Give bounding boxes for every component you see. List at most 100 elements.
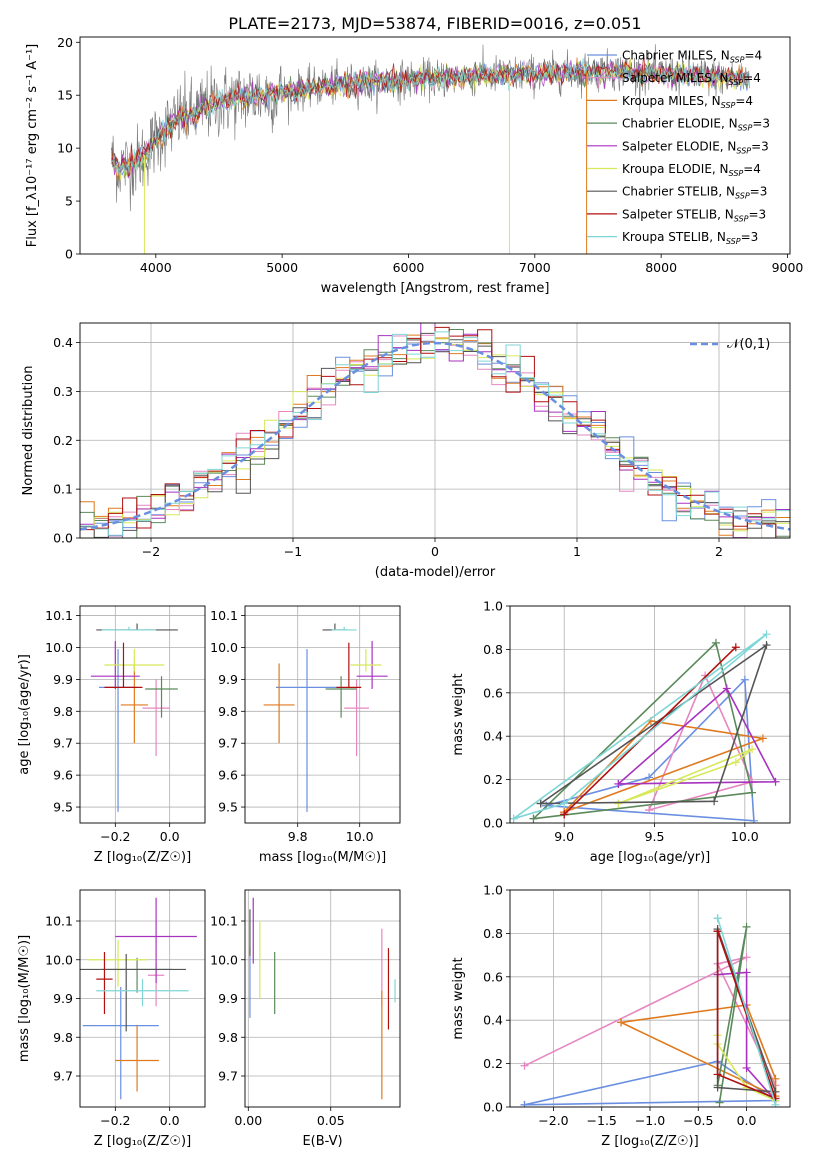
errorbar-point <box>96 952 113 1014</box>
y-axis-label: mass weight <box>451 673 466 755</box>
y-tick-label: 10.1 <box>45 914 73 929</box>
x-axis-label: Z [log₁₀(Z/Z☉)] <box>94 1134 191 1149</box>
x-axis-label: mass [log₁₀(M/M☉)] <box>259 850 386 865</box>
legend-nssp: =4 <box>743 71 761 85</box>
x-tick-label: 5000 <box>266 260 298 275</box>
x-tick-label: 8000 <box>645 260 677 275</box>
x-tick-label: 4000 <box>140 260 172 275</box>
weight-series-line <box>532 641 754 820</box>
y-tick-label: 9.7 <box>218 1069 238 1084</box>
weight-marker <box>740 675 749 684</box>
y-tick-label: 0.6 <box>483 685 503 700</box>
legend-nssp: =3 <box>750 185 768 199</box>
x-tick-label: −2.0 <box>538 1113 568 1128</box>
plot-area <box>520 914 780 1107</box>
legend-entry: Chabrier ELODIE, NSSP=3 <box>622 117 770 133</box>
x-axis-label: Z [log₁₀(Z/Z☉)] <box>601 1134 698 1149</box>
x-tick-label: 0.00 <box>234 1113 262 1128</box>
plot-frame <box>509 605 791 824</box>
errorbar-point <box>88 940 148 987</box>
legend-subscript: SSP <box>730 56 745 65</box>
y-tick-label: 9.6 <box>53 768 73 783</box>
legend-entry: Chabrier STELIB, NSSP=3 <box>622 185 767 201</box>
x-tick-label: 2 <box>715 544 723 559</box>
legend-entry: 𝒩(0,1) <box>727 337 770 352</box>
weight-marker <box>713 1083 722 1092</box>
spectrum-model <box>111 54 749 177</box>
y-tick-label: 10.0 <box>45 640 73 655</box>
legend-nssp: =4 <box>743 162 761 176</box>
y-tick-label: 9.7 <box>218 736 238 751</box>
errorbar-point <box>336 642 362 688</box>
y-tick-label: 0.0 <box>53 531 73 546</box>
legend-entry: Kroupa STELIB, NSSP=3 <box>622 230 758 246</box>
y-tick-label: 9.6 <box>218 768 238 783</box>
weight-marker <box>771 1074 780 1083</box>
y-tick-label: 9.7 <box>53 736 73 751</box>
y-tick-label: 15 <box>57 88 73 103</box>
weight-marker <box>645 805 654 814</box>
x-axis-label: wavelength [Angstrom, rest frame] <box>321 281 550 296</box>
plot-frame <box>79 36 791 255</box>
errorbar-point <box>344 679 369 756</box>
plot-frame <box>79 605 206 824</box>
weight-marker <box>520 1061 529 1070</box>
plot-mass-vs-EBV: 0.00 0.05 9.7 9.8 9.9 10.0 10.1 E(B-V) <box>210 889 401 1149</box>
weight-marker <box>711 638 720 647</box>
legend-nssp: =3 <box>752 117 770 131</box>
errorbar-point <box>115 897 197 983</box>
weight-marker <box>722 684 731 693</box>
errorbar-point <box>145 676 178 718</box>
legend-subscript: SSP <box>729 169 744 178</box>
plot-weight-vs-age: 9.0 9.5 10.0 0.0 0.2 0.4 0.6 0.8 1.0 age [log₁₀(a… <box>451 599 791 865</box>
x-tick-label: 9.0 <box>554 829 574 844</box>
y-axis-label: Flux [f_λ10⁻¹⁷ erg cm⁻² s⁻¹ A⁻¹] <box>25 44 40 248</box>
legend-subscript: SSP <box>721 101 736 110</box>
plot-spectrum: 4000 5000 6000 7000 8000 9000 0 5 10 15 20 waveleng… <box>25 35 803 296</box>
weight-marker <box>742 1063 751 1072</box>
y-tick-label: 0.4 <box>483 1013 503 1028</box>
plot-residuals: −2 −1 0 1 2 0.0 0.1 0.2 0.3 0.4 (data-model)/error… <box>21 322 791 580</box>
weight-marker <box>713 1070 722 1079</box>
errorbar-point <box>96 623 178 631</box>
weight-marker <box>715 1098 724 1107</box>
plot-area <box>111 44 750 254</box>
errorbar-point <box>101 626 157 631</box>
x-tick-label: −1.0 <box>635 1113 665 1128</box>
weight-marker <box>742 922 751 931</box>
y-tick-label: 10.1 <box>210 608 238 623</box>
y-tick-label: 9.9 <box>218 672 238 687</box>
legend-nssp: =3 <box>751 139 769 153</box>
legend-nssp: =3 <box>748 207 766 221</box>
x-tick-label: −1 <box>284 544 302 559</box>
y-tick-label: 10.0 <box>210 640 238 655</box>
errorbar-point <box>80 953 186 1032</box>
y-tick-label: 9.5 <box>218 800 238 815</box>
weight-marker <box>713 927 722 936</box>
legend-entry: Kroupa MILES, NSSP=4 <box>622 94 753 110</box>
x-axis-label: (data-model)/error <box>375 565 496 580</box>
normal-curve <box>80 341 790 531</box>
weight-marker <box>731 643 740 652</box>
y-tick-label: 0.8 <box>483 642 503 657</box>
errorbar-point <box>104 649 165 672</box>
y-tick-label: 0.0 <box>483 816 503 831</box>
legend-nssp: =4 <box>744 49 762 63</box>
errorbar-point <box>82 986 159 1100</box>
x-tick-label: 10.0 <box>731 829 759 844</box>
errorbar-point <box>142 679 170 756</box>
y-tick-label: 9.9 <box>53 991 73 1006</box>
y-tick-label: 9.5 <box>53 800 73 815</box>
y-tick-label: 0.2 <box>483 1056 503 1071</box>
weight-marker <box>713 914 722 923</box>
weight-series-line <box>617 687 777 785</box>
plot-frame <box>79 889 206 1108</box>
legend-subscript: SSP <box>734 214 749 223</box>
figure-title: PLATE=2173, MJD=53874, FIBERID=0016, z=0… <box>228 14 641 33</box>
legend-entry: Salpeter MILES, NSSP=4 <box>622 71 761 87</box>
y-tick-label: 0.4 <box>53 335 73 350</box>
x-tick-label: 0 <box>431 544 439 559</box>
spectrum-model <box>111 57 749 176</box>
x-tick-label: 9.5 <box>645 829 665 844</box>
